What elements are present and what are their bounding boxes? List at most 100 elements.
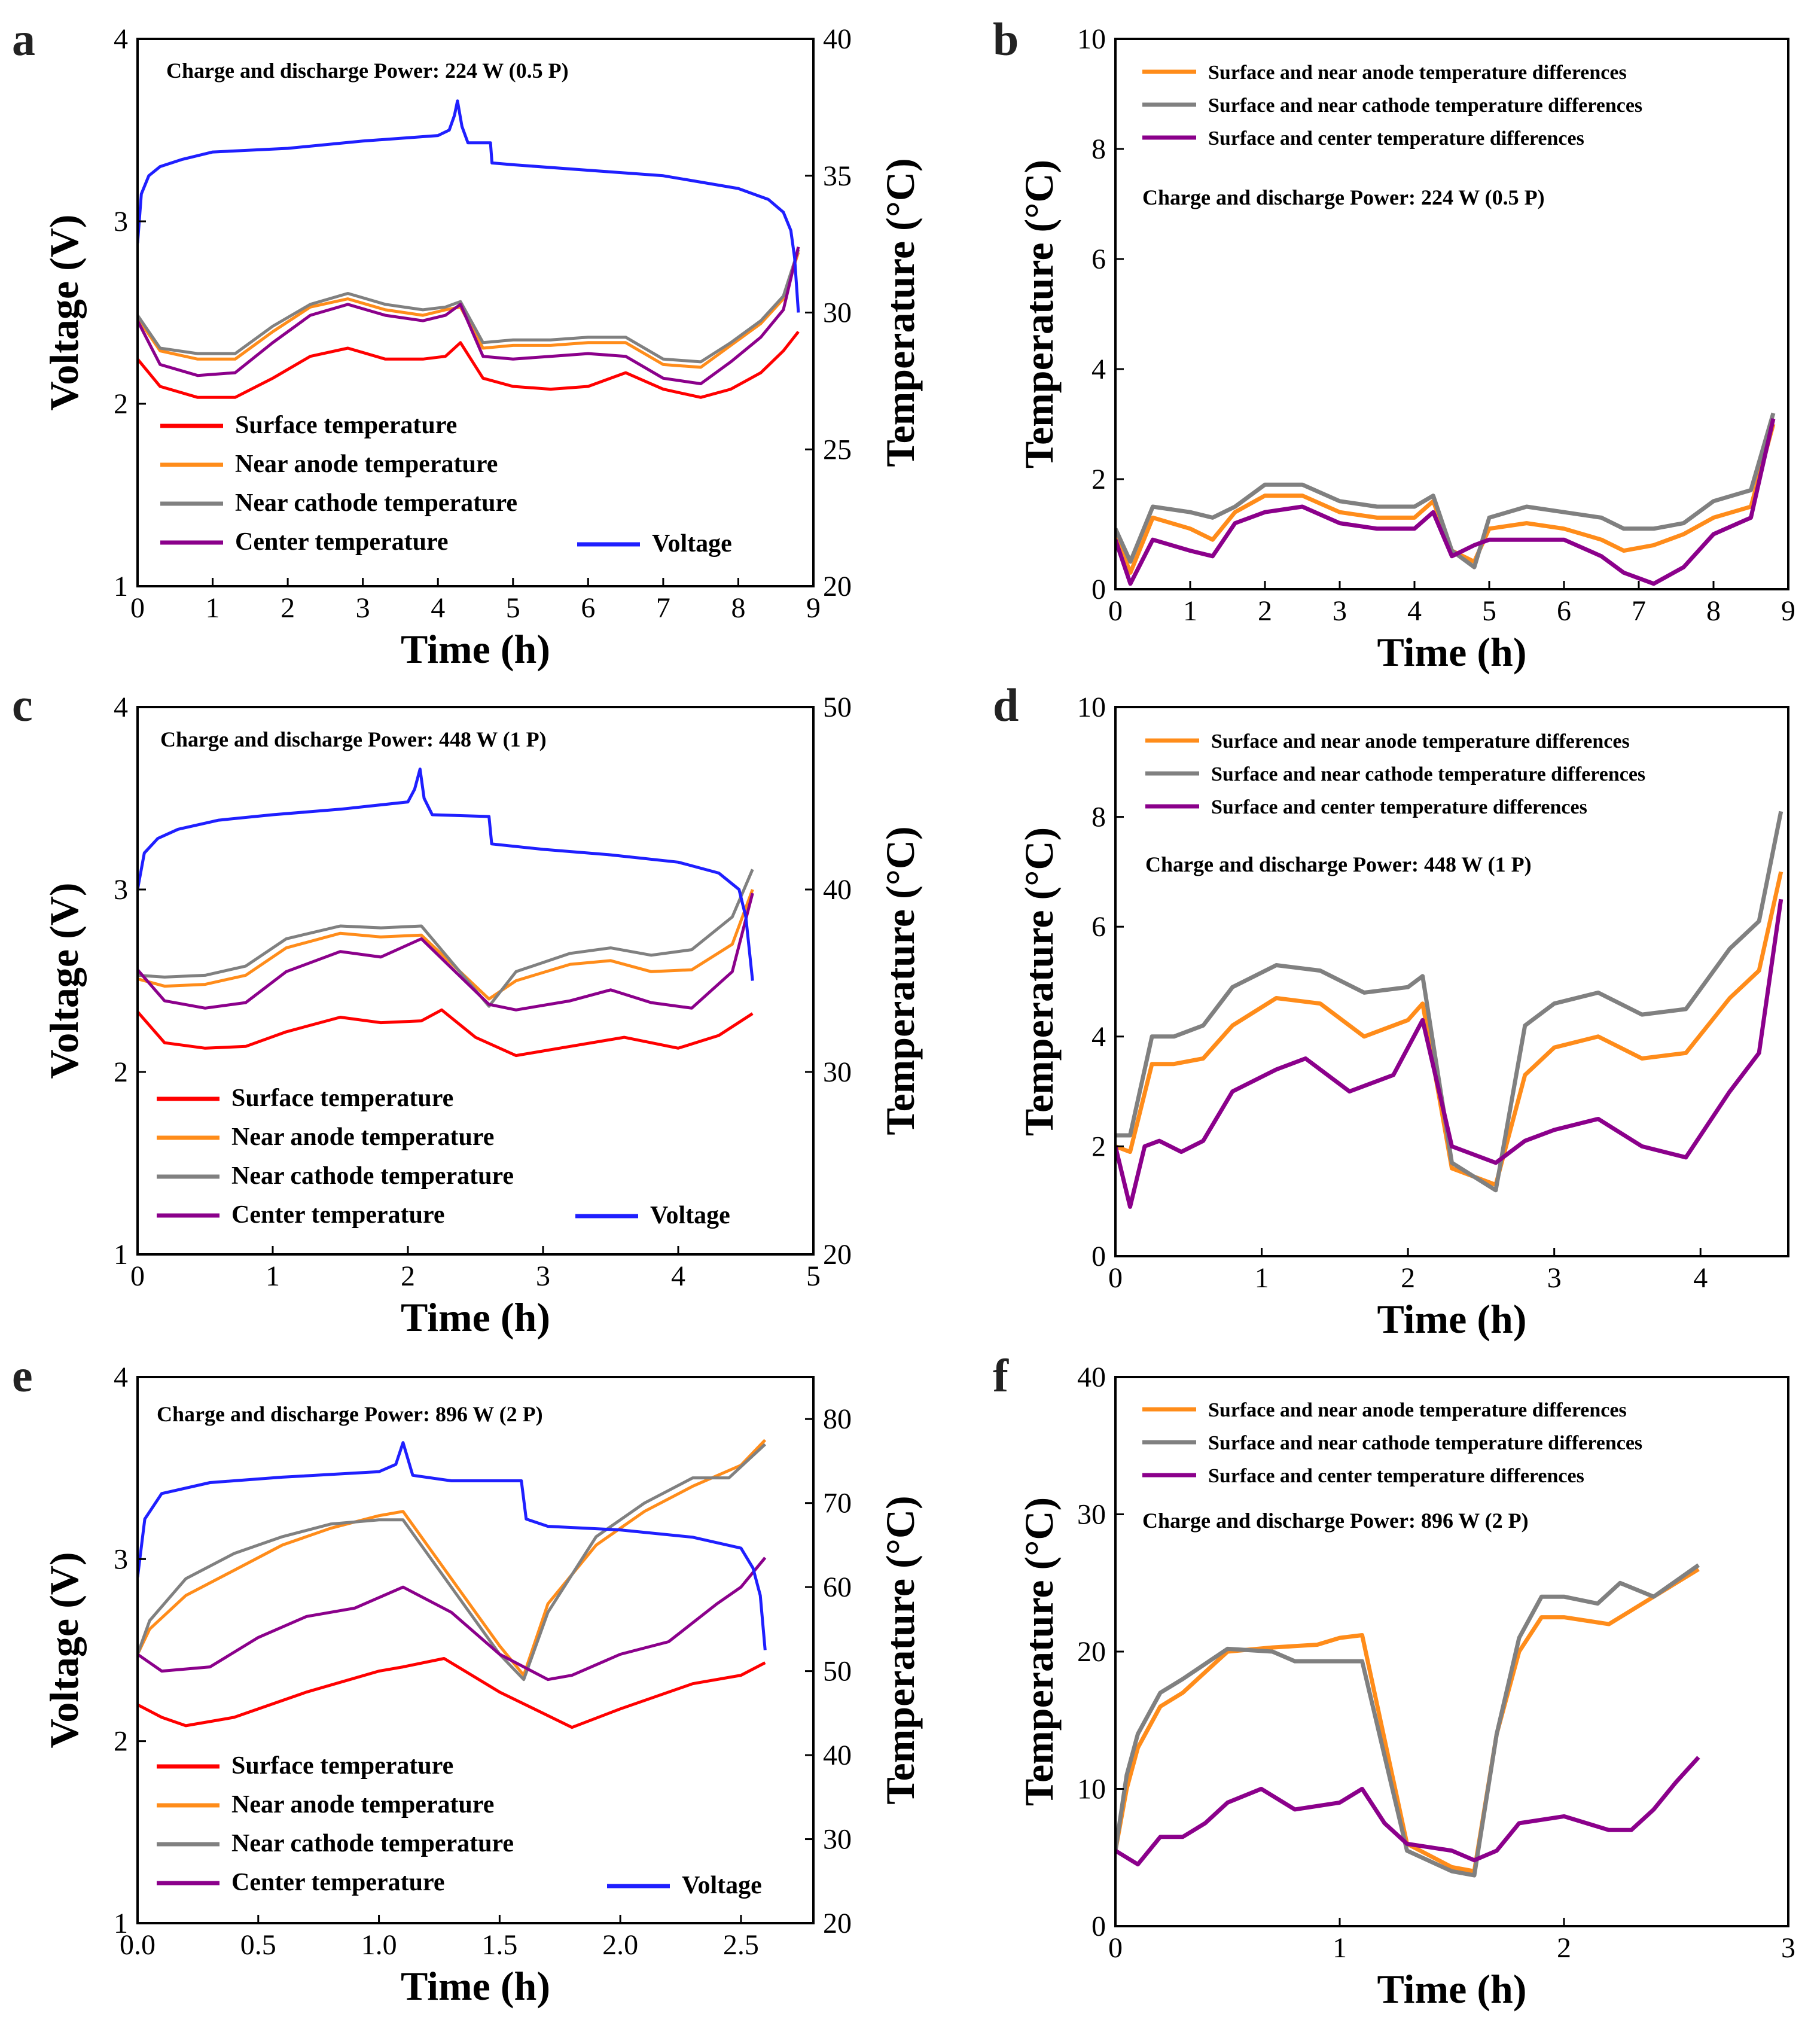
y-axis-label: Temperature (°C) bbox=[1016, 160, 1062, 468]
legend-label: Center temperature bbox=[231, 1869, 444, 1896]
y-tick-label: 4 bbox=[114, 1361, 128, 1393]
y-tick-label: 2 bbox=[1092, 464, 1106, 495]
legend: Surface temperature Near anode temperatur… bbox=[157, 1085, 730, 1229]
x-tick-label: 0.0 bbox=[120, 1929, 156, 1961]
x-tick-label: 3 bbox=[1547, 1262, 1562, 1294]
series-group bbox=[138, 1439, 767, 1729]
y-tick-label: 1 bbox=[114, 1239, 128, 1271]
x-tick-label: 0 bbox=[130, 592, 145, 624]
y-tick-label: 8 bbox=[1092, 802, 1106, 833]
y-tick-label: 0 bbox=[1092, 574, 1106, 605]
x-tick-label: 5 bbox=[806, 1260, 821, 1292]
y-tick-label: 2 bbox=[114, 388, 128, 420]
y-right-tick-label: 50 bbox=[823, 692, 852, 723]
y-right-axis-label: Temperature (°C) bbox=[877, 826, 923, 1135]
y-tick-label: 4 bbox=[1092, 354, 1106, 385]
x-axis-label: Time (h) bbox=[1377, 1966, 1527, 2012]
x-axis-label: Time (h) bbox=[401, 1963, 550, 2009]
series-line-near-cathode-temperature bbox=[138, 869, 754, 1008]
legend-label: Near cathode temperature bbox=[231, 1830, 514, 1857]
x-tick-label: 9 bbox=[806, 592, 821, 624]
y-tick-label: 10 bbox=[1077, 692, 1106, 723]
series-line-center-temperature bbox=[138, 1556, 767, 1681]
legend-label: Near anode temperature bbox=[231, 1791, 494, 1818]
legend: Surface and near anode temperature diffe… bbox=[1142, 62, 1642, 150]
y-right-tick-label: 40 bbox=[823, 874, 852, 906]
plot-frame bbox=[136, 706, 815, 1256]
y-tick-label: 4 bbox=[114, 23, 128, 55]
y-tick-label: 3 bbox=[114, 1543, 128, 1575]
y-tick-label: 20 bbox=[1077, 1636, 1106, 1668]
x-tick-label: 1 bbox=[266, 1260, 280, 1292]
legend-label: Surface temperature bbox=[235, 412, 457, 439]
x-tick-label: 2 bbox=[1258, 595, 1272, 627]
x-tick-label: 1.0 bbox=[361, 1929, 397, 1961]
power-annotation: Charge and discharge Power: 896 W (2 P) bbox=[157, 1402, 543, 1426]
y-tick-label: 3 bbox=[114, 206, 128, 237]
x-tick-label: 2 bbox=[281, 592, 295, 624]
legend-label: Voltage bbox=[682, 1872, 762, 1899]
y-axis-label: Voltage (V) bbox=[41, 883, 87, 1079]
y-tick-label: 0 bbox=[1092, 1241, 1106, 1272]
y-right-tick-label: 35 bbox=[823, 160, 852, 192]
y-tick-label: 1 bbox=[114, 1908, 128, 1939]
x-axis-label: Time (h) bbox=[1377, 1296, 1527, 1342]
series-line-surface-and-near-cathode-temperature-differences bbox=[1115, 1563, 1700, 1878]
x-tick-label: 5 bbox=[1482, 595, 1496, 627]
x-tick-label: 1 bbox=[1183, 595, 1197, 627]
power-annotation: Charge and discharge Power: 896 W (2 P) bbox=[1142, 1509, 1529, 1533]
x-tick-label: 3 bbox=[356, 592, 370, 624]
x-tick-label: 4 bbox=[1407, 595, 1422, 627]
x-tick-label: 0 bbox=[1108, 595, 1123, 627]
series-line-near-anode-temperature bbox=[138, 1439, 767, 1677]
legend: Surface temperature Near anode temperatur… bbox=[157, 1752, 762, 1899]
legend-label: Near anode temperature bbox=[231, 1123, 494, 1151]
legend-label: Center temperature bbox=[235, 528, 448, 556]
x-axis-label: Time (h) bbox=[401, 1294, 550, 1340]
x-tick-label: 4 bbox=[1693, 1262, 1708, 1294]
x-tick-label: 8 bbox=[1706, 595, 1721, 627]
x-axis-label: Time (h) bbox=[1377, 629, 1527, 675]
panel-letter: d bbox=[993, 679, 1019, 731]
legend-label: Surface and near anode temperature diffe… bbox=[1211, 730, 1630, 753]
y-right-tick-label: 20 bbox=[823, 571, 852, 602]
legend-label: Near anode temperature bbox=[235, 450, 498, 478]
y-right-axis-label: Temperature (°C) bbox=[877, 1495, 923, 1804]
series-line-near-cathode-temperature bbox=[138, 249, 800, 364]
y-tick-label: 2 bbox=[114, 1726, 128, 1757]
panel-letter: e bbox=[12, 1350, 33, 1402]
y-right-tick-label: 40 bbox=[823, 23, 852, 55]
legend-label: Near cathode temperature bbox=[235, 489, 517, 517]
legend: Surface temperature Near anode temperatur… bbox=[160, 412, 732, 558]
legend-label: Near cathode temperature bbox=[231, 1162, 514, 1190]
legend-label: Voltage bbox=[652, 530, 732, 558]
series-line-surface-and-center-temperature-differences bbox=[1115, 418, 1776, 586]
series-line-surface-and-center-temperature-differences bbox=[1115, 898, 1783, 1209]
series-line-surface-temperature bbox=[138, 1008, 754, 1058]
series-line-surface-temperature bbox=[138, 330, 800, 399]
series-line-voltage bbox=[138, 767, 754, 981]
chart-panel-e: e 0.0 0.5 1.0 1.5 2.0 2.5 1 2 3 4 20 30 40 50 60 70 80 Tim… bbox=[12, 1350, 923, 2009]
legend-label: Center temperature bbox=[231, 1201, 444, 1229]
x-axis-label: Time (h) bbox=[401, 626, 550, 672]
y-right-axis-label: Temperature (°C) bbox=[877, 158, 923, 467]
y-tick-label: 0 bbox=[1092, 1911, 1106, 1942]
legend-label: Surface and near anode temperature diffe… bbox=[1208, 1399, 1627, 1421]
panel-letter: b bbox=[993, 13, 1019, 65]
x-tick-label: 6 bbox=[581, 592, 595, 624]
y-tick-label: 2 bbox=[1092, 1131, 1106, 1162]
series-line-center-temperature bbox=[138, 892, 754, 1012]
series-line-surface-and-near-cathode-temperature-differences bbox=[1115, 811, 1783, 1193]
y-right-tick-label: 40 bbox=[823, 1740, 852, 1771]
y-tick-label: 8 bbox=[1092, 133, 1106, 165]
legend-label: Surface and center temperature differenc… bbox=[1208, 1465, 1584, 1487]
x-tick-label: 2 bbox=[1557, 1932, 1571, 1964]
x-tick-label: 1.5 bbox=[481, 1929, 517, 1961]
x-tick-label: 9 bbox=[1781, 595, 1795, 627]
y-axis-label: Voltage (V) bbox=[41, 215, 87, 411]
plot-frame bbox=[136, 1376, 815, 1924]
y-right-tick-label: 50 bbox=[823, 1656, 852, 1687]
